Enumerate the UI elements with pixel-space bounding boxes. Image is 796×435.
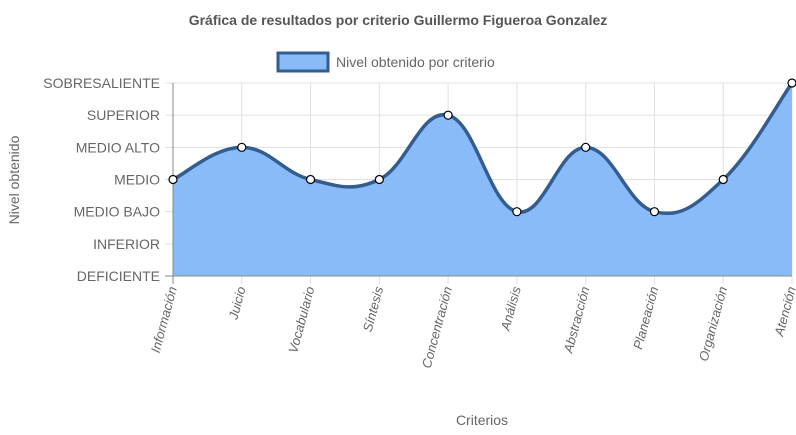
chart-title: Gráfica de resultados por criterio Guill… <box>189 12 608 28</box>
legend[interactable]: Nivel obtenido por criterio <box>276 51 495 73</box>
data-point[interactable] <box>374 174 384 185</box>
y-tick-label: DEFICIENTE <box>77 268 160 284</box>
x-tick-label: Juicio <box>225 285 248 322</box>
series-line <box>172 81 794 216</box>
data-points <box>168 78 796 217</box>
x-axis-title: Criterios <box>456 412 508 428</box>
data-point[interactable] <box>305 174 316 185</box>
data-point[interactable] <box>443 110 453 120</box>
x-tick-label: Concentración <box>419 285 455 370</box>
y-tick-label: SUPERIOR <box>87 107 160 123</box>
data-point[interactable] <box>168 174 178 185</box>
y-tick-label: INFERIOR <box>93 236 160 252</box>
data-point[interactable] <box>581 142 591 152</box>
data-point[interactable] <box>718 174 728 185</box>
y-axis-title: Nivel obtenido <box>6 135 22 224</box>
data-point[interactable] <box>649 207 660 217</box>
x-tick-label: Atención <box>771 285 796 339</box>
legend-swatch <box>276 51 330 73</box>
x-tick-labels: Información Juicio Vocabulario Síntesis Conc… <box>148 284 796 369</box>
y-tick-labels: DEFICIENTE INFERIOR MEDIO BAJO MEDIO MEDIO A… <box>43 75 160 284</box>
area-layer <box>172 81 794 276</box>
y-tick-label: SOBRESALIENTE <box>43 75 160 91</box>
data-point[interactable] <box>787 78 796 88</box>
data-point[interactable] <box>237 142 247 152</box>
y-tick-label: MEDIO ALTO <box>76 139 160 155</box>
y-tick-label: MEDIO <box>114 172 160 188</box>
x-tick-label: Planeación <box>630 285 661 351</box>
x-tick-label: Información <box>148 285 180 354</box>
data-point[interactable] <box>512 207 522 217</box>
series-area <box>173 83 792 276</box>
x-tick-label: Organización <box>696 285 730 363</box>
x-tick-label: Abstracción <box>560 285 592 355</box>
y-tick-label: MEDIO BAJO <box>74 204 160 220</box>
x-tick-label: Vocabulario <box>285 285 317 355</box>
legend-label: Nivel obtenido por criterio <box>336 54 495 70</box>
x-tick-label: Análisis <box>497 284 523 333</box>
x-tick-label: Síntesis <box>360 284 387 333</box>
